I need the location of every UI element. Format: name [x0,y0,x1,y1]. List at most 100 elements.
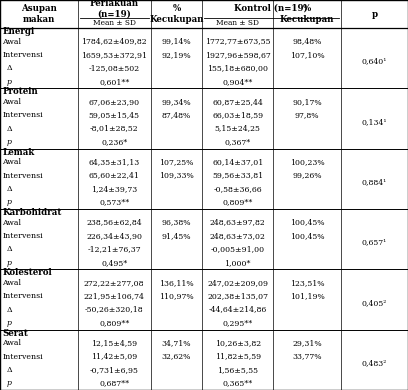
Text: 11,82±5,59: 11,82±5,59 [215,353,261,361]
Text: 0,405²: 0,405² [362,299,387,307]
Text: 0,573**: 0,573** [99,199,129,206]
Text: 90,17%: 90,17% [292,98,322,106]
Text: Perlakuan
(n=19): Perlakuan (n=19) [90,0,139,18]
Text: Awal: Awal [2,158,22,166]
Text: p: p [7,259,11,267]
Text: 1,000*: 1,000* [224,259,251,267]
Text: Δ: Δ [7,366,12,374]
Text: 34,71%: 34,71% [162,339,191,347]
Text: Kolesterol: Kolesterol [2,268,52,277]
Text: 96,38%: 96,38% [162,218,191,227]
Text: Energi: Energi [2,27,35,36]
Text: 33,77%: 33,77% [292,353,322,361]
Text: Serat: Serat [2,329,28,338]
Text: -0,005±91,00: -0,005±91,00 [211,245,265,253]
Text: Awal: Awal [2,339,22,347]
Text: 29,31%: 29,31% [292,339,322,347]
Text: p: p [7,199,11,206]
Text: 99,26%: 99,26% [292,172,322,180]
Text: 0,640¹: 0,640¹ [361,58,387,66]
Text: 60,87±25,44: 60,87±25,44 [212,98,263,106]
Text: 99,14%: 99,14% [162,37,191,46]
Text: Asupan
makan: Asupan makan [21,4,57,24]
Text: 202,38±135,07: 202,38±135,07 [207,292,268,300]
Text: 0,236*: 0,236* [101,138,127,146]
Text: -0,731±6,95: -0,731±6,95 [90,366,139,374]
Text: 238,56±62,84: 238,56±62,84 [86,218,142,227]
Text: 1927,96±598,67: 1927,96±598,67 [205,51,271,59]
Text: 5,15±24,25: 5,15±24,25 [215,125,261,133]
Text: %
Kecukupan: % Kecukupan [280,4,334,24]
Text: 0,483²: 0,483² [362,359,387,367]
Text: 100,45%: 100,45% [290,232,324,240]
Text: 109,33%: 109,33% [159,172,194,180]
Text: 10,26±3,82: 10,26±3,82 [215,339,261,347]
Text: 107,25%: 107,25% [159,158,194,166]
Text: 1772,77±673,55: 1772,77±673,55 [205,37,271,46]
Text: 32,62%: 32,62% [162,353,191,361]
Text: Δ: Δ [7,306,12,314]
Text: 60,14±37,01: 60,14±37,01 [212,158,263,166]
Text: Lemak: Lemak [2,148,35,157]
Text: 0,687**: 0,687** [99,379,129,387]
Text: 123,51%: 123,51% [290,279,324,287]
Text: Intervensi: Intervensi [2,292,43,300]
Text: -0,58±36,66: -0,58±36,66 [213,185,262,193]
Text: Karbohidrat: Karbohidrat [2,208,62,217]
Text: 0,904**: 0,904** [222,78,253,86]
Text: Δ: Δ [7,64,12,72]
Text: -44,64±214,86: -44,64±214,86 [208,306,267,314]
Text: 100,23%: 100,23% [290,158,324,166]
Text: 64,35±31,13: 64,35±31,13 [89,158,140,166]
Text: 0,809**: 0,809** [222,199,253,206]
Text: 12,15±4,59: 12,15±4,59 [91,339,137,347]
Text: 98,48%: 98,48% [293,37,322,46]
Text: -125,08±502: -125,08±502 [89,64,140,72]
Text: Awal: Awal [2,37,22,46]
Text: -8,01±28,52: -8,01±28,52 [90,125,139,133]
Text: 0,365**: 0,365** [222,379,253,387]
Text: p: p [371,9,377,18]
Text: 248,63±97,82: 248,63±97,82 [210,218,266,227]
Text: 0,601**: 0,601** [99,78,129,86]
Text: 110,97%: 110,97% [159,292,194,300]
Text: Intervensi: Intervensi [2,353,43,361]
Text: Intervensi: Intervensi [2,51,43,59]
Text: 0,809**: 0,809** [99,319,129,327]
Text: 107,10%: 107,10% [290,51,324,59]
Text: 91,45%: 91,45% [162,232,191,240]
Text: -50,26±320,18: -50,26±320,18 [85,306,144,314]
Text: p: p [7,319,11,327]
Text: Δ: Δ [7,125,12,133]
Text: Intervensi: Intervensi [2,232,43,240]
Text: 59,56±33,81: 59,56±33,81 [212,172,263,180]
Text: 1784,62±409,82: 1784,62±409,82 [82,37,147,46]
Text: p: p [7,78,11,86]
Text: -12,21±76,37: -12,21±76,37 [87,245,141,253]
Text: Δ: Δ [7,185,12,193]
Text: 272,22±277,08: 272,22±277,08 [84,279,144,287]
Text: Awal: Awal [2,98,22,106]
Text: 11,42±5,09: 11,42±5,09 [91,353,137,361]
Text: 1659,53±372,91: 1659,53±372,91 [81,51,147,59]
Text: 67,06±23,90: 67,06±23,90 [89,98,140,106]
Text: p: p [7,379,11,387]
Text: 1,24±39,73: 1,24±39,73 [91,185,137,193]
Text: Awal: Awal [2,279,22,287]
Text: Kontrol (n=19): Kontrol (n=19) [235,4,308,13]
Text: 221,95±106,74: 221,95±106,74 [84,292,145,300]
Text: 0,884¹: 0,884¹ [362,178,387,186]
Text: 100,45%: 100,45% [290,218,324,227]
Text: 155,18±680,00: 155,18±680,00 [207,64,268,72]
Text: Mean ± SD: Mean ± SD [216,19,259,27]
Text: 248,63±73,02: 248,63±73,02 [210,232,266,240]
Text: 0,295**: 0,295** [222,319,253,327]
Text: 59,05±15,45: 59,05±15,45 [89,111,140,119]
Text: 136,11%: 136,11% [159,279,194,287]
Text: 65,60±22,41: 65,60±22,41 [89,172,140,180]
Text: Intervensi: Intervensi [2,111,43,119]
Text: 247,02±209,09: 247,02±209,09 [207,279,268,287]
Text: 92,19%: 92,19% [162,51,191,59]
Text: 101,19%: 101,19% [290,292,324,300]
Text: 0,134¹: 0,134¹ [361,118,387,126]
